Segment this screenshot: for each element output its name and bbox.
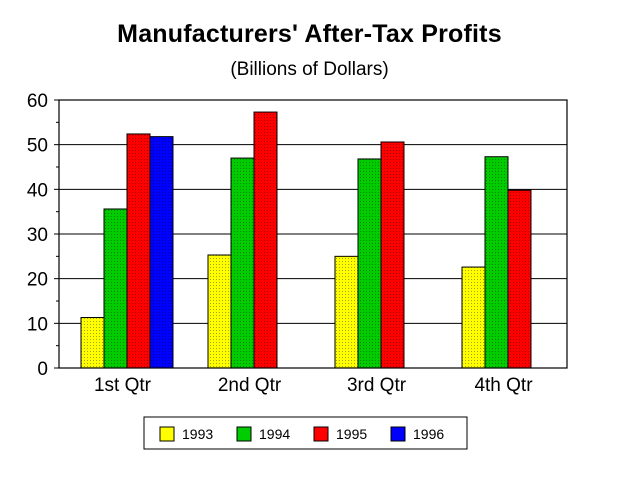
bar-texture <box>81 317 104 368</box>
axes: 0 10 20 30 40 50 60 1st Qtr 2nd Qtr 3rd Qtr 4th Qt… <box>27 91 533 396</box>
bar-texture <box>150 136 173 368</box>
x-tick-label: 2nd Qtr <box>218 375 282 396</box>
legend-swatch-1994 <box>236 426 252 442</box>
chart-title: Manufacturers' After-Tax Profits <box>117 20 502 48</box>
legend-label-1994: 1994 <box>259 426 290 442</box>
chart-subtitle: (Billions of Dollars) <box>230 59 389 80</box>
legend: 1993 1994 1995 1996 <box>143 416 468 450</box>
bar-texture <box>381 141 404 368</box>
bar-texture <box>104 208 127 368</box>
bar-texture <box>127 133 150 368</box>
y-tick-label: 30 <box>27 225 48 246</box>
bar-texture <box>462 267 485 368</box>
legend-swatch-1995 <box>313 426 329 442</box>
y-tick-label: 0 <box>37 359 48 380</box>
x-tick-label: 4th Qtr <box>474 375 533 396</box>
legend-swatch-1996 <box>390 426 406 442</box>
legend-label-1995: 1995 <box>336 426 367 442</box>
bar-texture <box>508 190 531 368</box>
bars <box>80 111 532 369</box>
y-tick-label: 10 <box>27 314 48 335</box>
bar-texture <box>231 158 254 368</box>
y-tick-label: 60 <box>27 91 48 112</box>
legend-swatch-1993 <box>159 426 175 442</box>
bar-texture <box>254 112 277 368</box>
bar-texture <box>485 156 508 368</box>
legend-box <box>143 416 468 450</box>
y-tick-label: 50 <box>27 136 48 157</box>
bar-texture <box>358 158 381 368</box>
bar-texture <box>335 256 358 368</box>
x-tick-label: 1st Qtr <box>94 375 152 396</box>
x-tick-label: 3rd Qtr <box>347 375 407 396</box>
legend-label-1996: 1996 <box>413 426 444 442</box>
bar-texture <box>208 254 231 368</box>
y-tick-label: 20 <box>27 270 48 291</box>
legend-label-1993: 1993 <box>182 426 213 442</box>
y-tick-label: 40 <box>27 180 48 201</box>
